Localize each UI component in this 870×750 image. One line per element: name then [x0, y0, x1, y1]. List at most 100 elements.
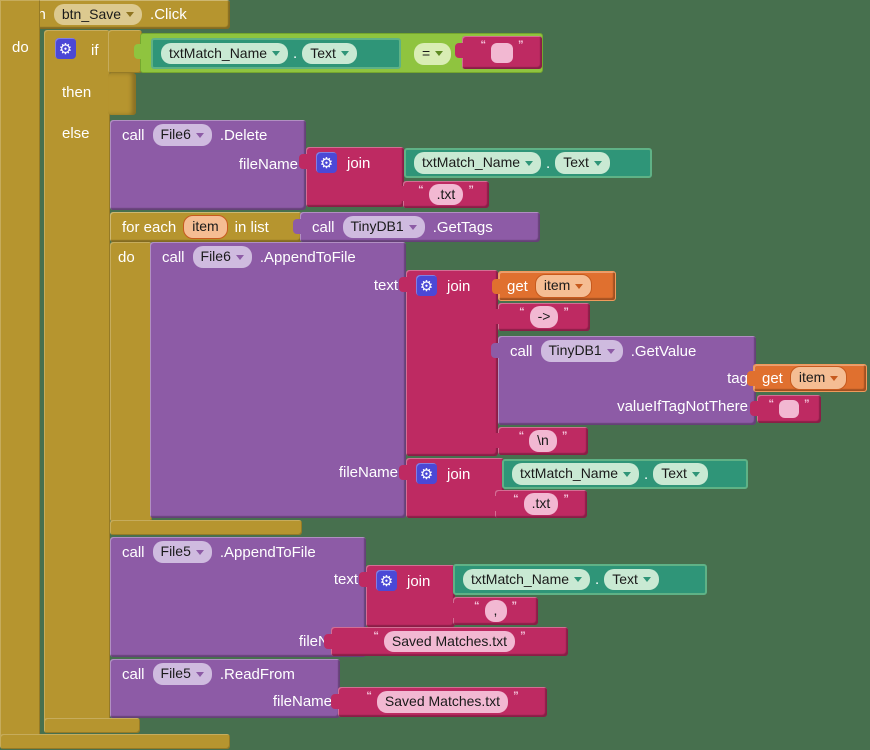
component-dropdown[interactable]: File5	[152, 663, 212, 685]
close-quote: ”	[520, 630, 526, 642]
call-file5-readfrom-block[interactable]: call File5 .ReadFrom fileName	[110, 659, 340, 718]
then-empty-socket[interactable]	[108, 73, 136, 115]
foreach-block-header[interactable]: for each item in list	[110, 212, 302, 242]
filename-param-label: fileName	[272, 693, 332, 710]
getter-component-name: txtMatch_Name	[169, 44, 268, 61]
string-text-field[interactable]: .txt	[523, 493, 559, 515]
string-text-field[interactable]	[779, 400, 799, 418]
operator-dropdown[interactable]: =	[414, 43, 452, 65]
text-param-label: text	[333, 571, 358, 588]
join-label: join	[447, 278, 471, 295]
call-file6-delete-block[interactable]: call File6 .Delete fileName	[110, 120, 306, 210]
mutator-gear-icon[interactable]: ⚙	[416, 275, 437, 296]
foreach-do-label: do	[118, 249, 135, 266]
variable-dropdown[interactable]: item	[534, 274, 593, 298]
string-text-field[interactable]: ,	[484, 600, 507, 622]
foreach-left-spine[interactable]	[110, 242, 152, 522]
join-block[interactable]: ⚙ join	[399, 270, 498, 456]
get-item-block[interactable]: get item	[747, 364, 867, 392]
string-block-comma[interactable]: “ , ”	[446, 597, 538, 625]
variable-dropdown[interactable]: item	[789, 366, 848, 390]
when-block-left-spine[interactable]	[0, 0, 40, 747]
getter-component-dropdown[interactable]: txtMatch_Name	[463, 568, 591, 591]
string-block-newline[interactable]: “ \n ”	[491, 427, 588, 455]
getter-property-dropdown[interactable]: Text	[653, 463, 708, 485]
getter-component-dropdown[interactable]: txtMatch_Name	[414, 152, 542, 174]
open-quote: “	[480, 39, 487, 51]
getter-property-dropdown[interactable]: Text	[302, 42, 357, 65]
dropdown-arrow-icon	[126, 12, 135, 17]
txtmatch-text-getter-block[interactable]: txtMatch_Name . Text	[453, 564, 707, 595]
getter-property-name: Text	[310, 44, 336, 61]
join-block[interactable]: ⚙ join	[399, 458, 504, 518]
string-text-field[interactable]: .txt	[428, 183, 464, 206]
mutator-gear-icon[interactable]: ⚙	[316, 152, 337, 173]
string-block-saved-matches[interactable]: “ Saved Matches.txt ”	[331, 687, 547, 717]
mutator-gear-icon[interactable]: ⚙	[376, 570, 397, 591]
call-label: call	[510, 342, 533, 360]
connector-plug	[299, 154, 307, 169]
string-text-field[interactable]: \n	[529, 430, 557, 452]
mutator-gear-icon[interactable]: ⚙	[416, 463, 437, 484]
getter-property-dropdown[interactable]: Text	[555, 152, 610, 174]
connector-plug	[324, 634, 332, 649]
tag-param-label: tag	[727, 370, 748, 387]
getter-component-dropdown[interactable]: txtMatch_Name	[161, 42, 289, 65]
method-name: .Delete	[219, 126, 268, 144]
call-label: call	[162, 248, 185, 266]
event-component-dropdown[interactable]: btn_Save	[53, 3, 143, 26]
component-dropdown[interactable]: File6	[152, 124, 212, 146]
string-block-txt[interactable]: “ .txt ”	[396, 181, 489, 208]
foreach-bottom-bar[interactable]	[110, 520, 302, 535]
operator-symbol: =	[422, 45, 431, 61]
component-name: File6	[200, 248, 231, 265]
call-tinydb1-getvalue-block[interactable]: call TinyDB1 .GetValue tag valueIfTagNot…	[491, 336, 756, 425]
when-block-bottom-bar[interactable]	[0, 734, 230, 749]
getter-property-dropdown[interactable]: Text	[604, 568, 659, 591]
get-item-block[interactable]: get item	[492, 271, 616, 301]
filename-param-label: fileName	[338, 464, 398, 481]
txtmatch-text-getter-block[interactable]: txtMatch_Name . Text	[404, 148, 652, 178]
join-block[interactable]: ⚙ join	[299, 147, 404, 207]
string-text-field[interactable]: ->	[529, 306, 559, 328]
component-dropdown[interactable]: TinyDB1	[342, 216, 425, 238]
if-block-bottom-bar[interactable]	[44, 718, 140, 733]
component-dropdown[interactable]: File5	[152, 541, 212, 563]
string-text-field[interactable]: Saved Matches.txt	[383, 630, 516, 653]
filename-param-label: fileName	[238, 156, 298, 173]
join-block[interactable]: ⚙ join	[359, 565, 455, 627]
join-label: join	[347, 155, 371, 172]
string-text-field[interactable]: Saved Matches.txt	[376, 691, 509, 713]
empty-string-block[interactable]: “ ”	[750, 395, 821, 423]
loop-variable-field[interactable]: item	[183, 215, 228, 239]
dropdown-arrow-icon	[408, 224, 417, 230]
string-block-arrow[interactable]: “ -> ”	[491, 303, 590, 331]
dropdown-arrow-icon	[606, 348, 615, 354]
component-dropdown[interactable]: TinyDB1	[540, 340, 623, 362]
call-tinydb1-gettags-block[interactable]: call TinyDB1 .GetTags	[293, 212, 540, 242]
close-quote: ”	[468, 184, 474, 196]
connector-plug	[359, 572, 367, 587]
empty-string-block[interactable]: “ ”	[455, 36, 542, 69]
call-label: call	[122, 543, 145, 561]
string-block-saved-matches[interactable]: “ Saved Matches.txt ”	[324, 627, 568, 656]
dropdown-arrow-icon	[195, 132, 204, 138]
close-quote: ”	[563, 306, 569, 318]
mutator-gear-icon[interactable]: ⚙	[55, 38, 76, 59]
txtmatch-text-getter-block[interactable]: txtMatch_Name . Text	[502, 459, 748, 489]
dropdown-arrow-icon	[340, 51, 349, 56]
call-file5-appendtofile-block[interactable]: call File5 .AppendToFile text fileName	[110, 537, 366, 657]
if-block-left-spine[interactable]	[44, 30, 110, 733]
variable-name: item	[543, 277, 571, 294]
string-text-field[interactable]	[491, 42, 513, 63]
component-dropdown[interactable]: File6	[192, 246, 252, 268]
inlist-label: in list	[234, 218, 269, 236]
call-file6-appendtofile-block[interactable]: call File6 .AppendToFile text fileName	[150, 242, 406, 518]
getter-component-dropdown[interactable]: txtMatch_Name	[512, 463, 640, 485]
getter-property-name: Text	[563, 154, 589, 171]
dropdown-arrow-icon	[195, 671, 204, 677]
connector-plug	[446, 603, 454, 618]
txtmatch-text-getter-block[interactable]: txtMatch_Name . Text	[151, 38, 401, 69]
string-block-txt[interactable]: “ .txt ”	[488, 490, 587, 518]
